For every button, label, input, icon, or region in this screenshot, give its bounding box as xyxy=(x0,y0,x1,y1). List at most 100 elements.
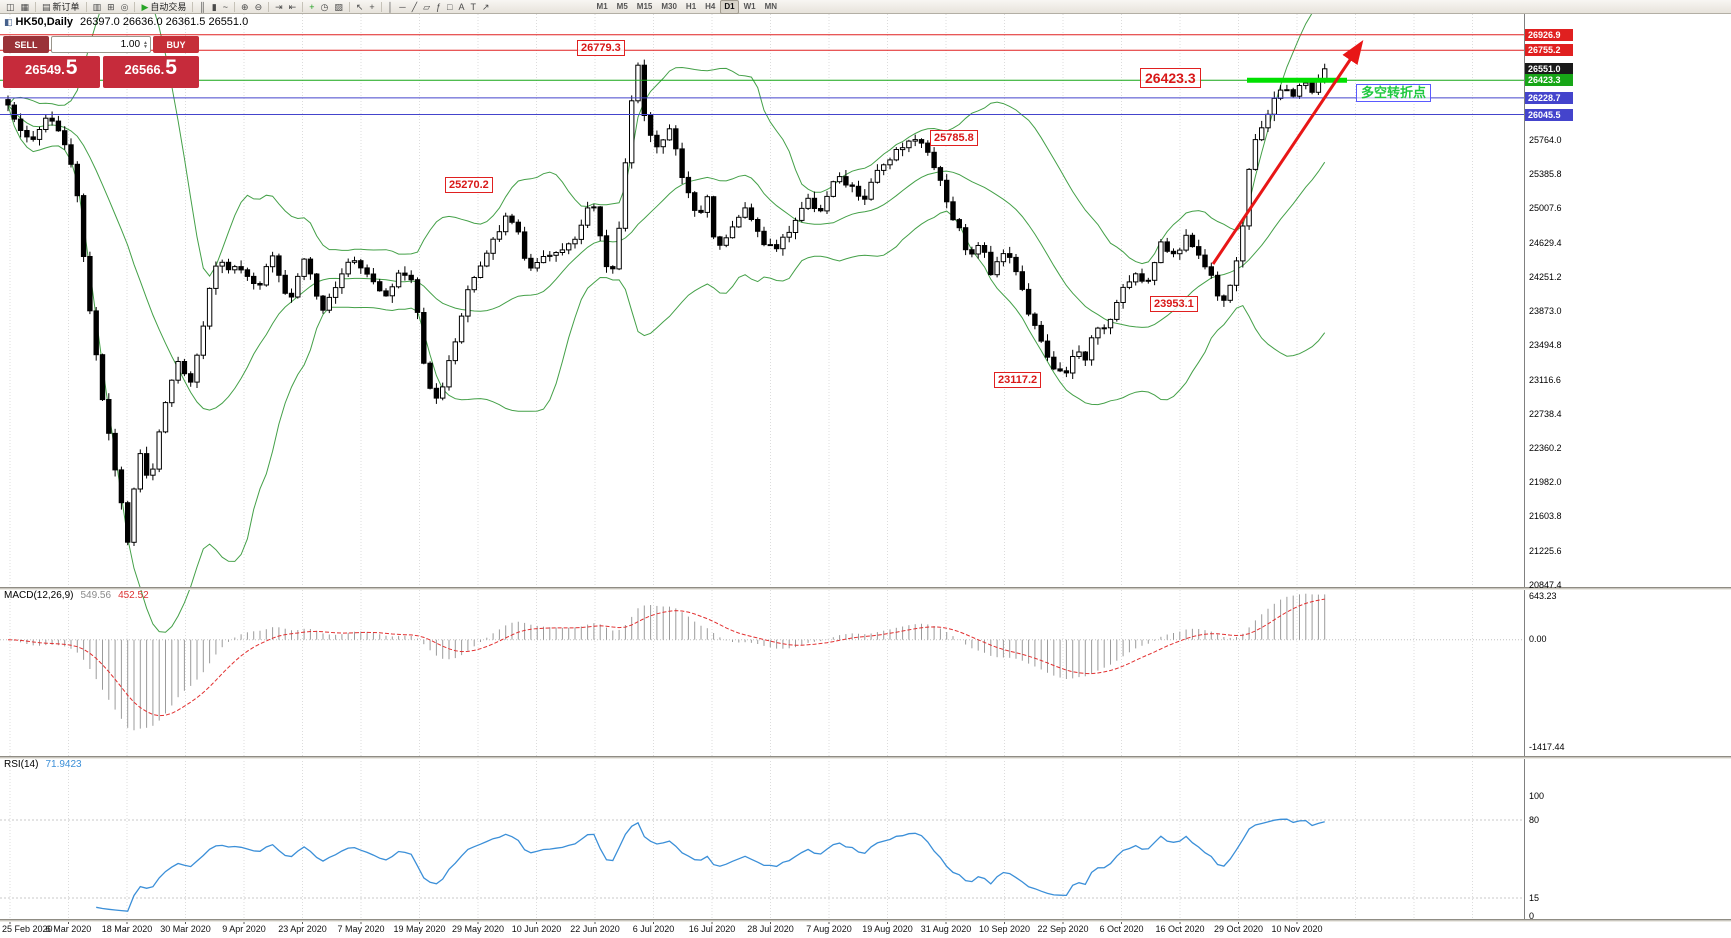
sell-price-display[interactable]: 26549. 5 xyxy=(3,56,100,88)
stepper-down-icon[interactable]: ▼ xyxy=(143,43,148,50)
macd-axis-label: 643.23 xyxy=(1529,591,1557,601)
price-grid-label: 22738.4 xyxy=(1529,408,1562,419)
navigator-icon: ⊞ xyxy=(107,1,115,12)
horizontal-line-button[interactable]: ─ xyxy=(396,0,408,14)
new-chart-button[interactable]: ◫ xyxy=(3,0,18,14)
toolbar-separator xyxy=(134,1,136,12)
candles-mode-icon: ▮ xyxy=(211,1,217,12)
price-callout[interactable]: 23953.1 xyxy=(1150,296,1198,312)
chart-profiles-button[interactable]: ▦ xyxy=(18,0,33,14)
stepper-up-icon[interactable]: ▲ xyxy=(143,39,148,46)
timeframe-m5-button[interactable]: M5 xyxy=(616,2,628,11)
periods-button[interactable]: ◷ xyxy=(317,0,331,14)
volume-stepper[interactable]: ▲ ▼ xyxy=(143,39,148,50)
price-tag: 26423.3 xyxy=(1525,74,1573,87)
toolbar-separator xyxy=(85,1,87,12)
fibonacci-button[interactable]: ƒ xyxy=(433,0,444,14)
price-grid-label: 23873.0 xyxy=(1529,306,1562,317)
cursor-button[interactable]: ↖ xyxy=(353,0,367,14)
date-label: 31 Aug 2020 xyxy=(920,924,972,934)
toolbar-separator xyxy=(302,1,304,12)
price-grid-label: 21982.0 xyxy=(1529,477,1562,488)
text-button[interactable]: A xyxy=(455,0,467,14)
date-label: 18 Mar 2020 xyxy=(101,924,153,934)
timeframe-d1-button[interactable]: D1 xyxy=(720,0,739,14)
price-callout[interactable]: 25785.8 xyxy=(930,130,978,146)
market-watch-button[interactable]: ▥ xyxy=(90,0,105,14)
rsi-line xyxy=(96,818,1325,912)
timeframe-mn-button[interactable]: MN xyxy=(764,2,778,11)
panel-splitter[interactable] xyxy=(0,919,1731,922)
crosshair-button[interactable]: + xyxy=(366,0,377,14)
price-callout[interactable]: 23117.2 xyxy=(994,372,1042,388)
volume-value: 1.00 xyxy=(120,39,141,50)
date-label: 6 Jul 2020 xyxy=(632,924,675,934)
toolbar-separator xyxy=(380,1,382,12)
date-label: 19 Aug 2020 xyxy=(862,924,913,934)
toolbar-separator xyxy=(268,1,270,12)
templates-button[interactable]: ▨ xyxy=(331,0,346,14)
auto-scroll-icon: ⇥ xyxy=(275,1,283,12)
add-indicator-button[interactable]: + xyxy=(306,0,317,14)
arrows-button[interactable]: ↗ xyxy=(479,0,493,14)
auto-trading-button[interactable]: ▶ 自动交易 xyxy=(138,0,189,14)
text-label-button[interactable]: T xyxy=(468,0,480,14)
chart-shift-button[interactable]: ⇤ xyxy=(286,0,300,14)
panel-splitter[interactable] xyxy=(0,587,1731,590)
price-grid-label: 25007.6 xyxy=(1529,203,1562,214)
terminal-button[interactable]: ◎ xyxy=(118,0,132,14)
price-grid-label: 22360.2 xyxy=(1529,443,1562,454)
panel-splitter[interactable] xyxy=(0,756,1731,759)
navigator-button[interactable]: ⊞ xyxy=(104,0,118,14)
date-label: 6 Oct 2020 xyxy=(1099,924,1144,934)
equidistant-channel-button[interactable]: ▱ xyxy=(420,0,433,14)
bollinger-upper xyxy=(7,0,1321,277)
shapes-button[interactable]: □ xyxy=(444,0,455,14)
price-callout[interactable]: 26779.3 xyxy=(577,40,625,56)
new-order-button[interactable]: ▤ 新订单 xyxy=(39,0,83,14)
vertical-line-button[interactable]: │ xyxy=(385,0,397,14)
date-label: 25 Feb 2020 xyxy=(2,924,53,934)
date-label: 10 Sep 2020 xyxy=(978,924,1031,934)
price-grid-label: 25385.8 xyxy=(1529,169,1562,180)
timeframe-w1-button[interactable]: W1 xyxy=(743,2,756,11)
price-grid-label: 21603.8 xyxy=(1529,511,1562,522)
auto-trading-icon: ▶ xyxy=(141,1,149,12)
zoom-in-button[interactable]: ⊕ xyxy=(238,0,252,14)
cursor-icon: ↖ xyxy=(355,1,364,12)
turning-point-annotation[interactable]: 多空转折点 xyxy=(1356,84,1432,102)
timeframe-h1-button[interactable]: H1 xyxy=(685,2,697,11)
bollinger-middle xyxy=(7,104,1326,411)
macd-histogram xyxy=(13,593,1326,731)
line-mode-button[interactable]: ~ xyxy=(220,0,231,14)
buy-button[interactable]: BUY xyxy=(153,36,199,53)
timeframe-toolbar: M1 M5 M15 M30 H1 H4 D1 W1 MN xyxy=(593,0,782,14)
sell-button[interactable]: SELL xyxy=(3,36,49,53)
arrows-icon: ↗ xyxy=(482,1,490,12)
text-label-icon: T xyxy=(470,1,477,12)
trendline-button[interactable]: ╱ xyxy=(409,0,420,14)
timeframe-m15-button[interactable]: M15 xyxy=(636,2,653,11)
candles-mode-button[interactable]: ▮ xyxy=(209,0,220,14)
rsi-axis-label: 15 xyxy=(1529,893,1540,903)
auto-scroll-button[interactable]: ⇥ xyxy=(272,0,286,14)
volume-input[interactable]: 1.00 ▲ ▼ xyxy=(51,36,151,53)
price-grid-label: 21225.6 xyxy=(1529,545,1562,556)
timeframe-m30-button[interactable]: M30 xyxy=(661,2,677,11)
rsi-name: RSI(14) xyxy=(4,759,39,770)
price-callout[interactable]: 25270.2 xyxy=(445,177,493,193)
equidistant-channel-icon: ▱ xyxy=(423,1,431,12)
bars-mode-button[interactable]: ║ xyxy=(196,0,208,14)
rsi-value: 71.9423 xyxy=(45,759,82,770)
zoom-out-button[interactable]: ⊖ xyxy=(252,0,266,14)
timeframe-m1-button[interactable]: M1 xyxy=(596,2,608,11)
timeframe-h4-button[interactable]: H4 xyxy=(705,2,716,11)
toolbar-separator xyxy=(348,1,350,12)
macd-indicator-label: MACD(12,26,9) 549.56 452.52 xyxy=(4,590,149,601)
date-label: 22 Jun 2020 xyxy=(570,924,620,934)
trend-arrow[interactable] xyxy=(1211,40,1364,265)
price-callout[interactable]: 26423.3 xyxy=(1140,68,1201,88)
buy-price-display[interactable]: 26566. 5 xyxy=(102,56,199,88)
